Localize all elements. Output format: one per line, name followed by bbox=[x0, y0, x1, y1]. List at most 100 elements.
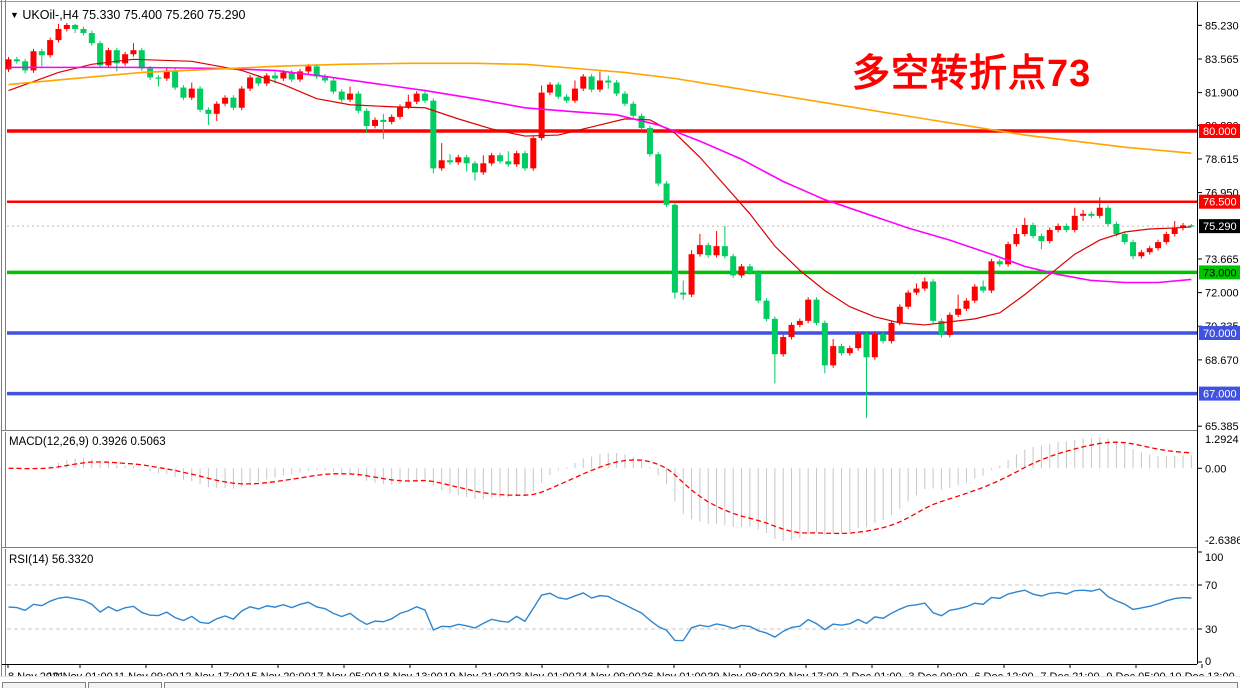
candle-body bbox=[47, 40, 54, 56]
candle-body bbox=[821, 322, 828, 366]
price-level-label-bg bbox=[1199, 124, 1240, 138]
candle-body bbox=[888, 322, 895, 342]
candle-body bbox=[513, 153, 520, 165]
price-tick-label: 83.565 bbox=[1205, 54, 1239, 66]
symbol-timeframe: UKOil-,H4 bbox=[22, 8, 79, 22]
candle-body bbox=[705, 245, 712, 256]
candle-body bbox=[530, 138, 537, 169]
current-price-label-bg bbox=[1199, 219, 1240, 234]
candle-body bbox=[1130, 242, 1137, 257]
candle-body bbox=[446, 160, 453, 163]
candle-body bbox=[846, 348, 853, 354]
candle-body bbox=[646, 127, 653, 155]
candle-body bbox=[738, 266, 745, 276]
price-tick-label: 81.900 bbox=[1205, 88, 1239, 100]
ma-mid-magenta bbox=[8, 66, 1192, 284]
candle-body bbox=[1063, 225, 1070, 230]
candle-body bbox=[571, 88, 578, 101]
candle-body bbox=[313, 66, 320, 77]
rsi-line bbox=[8, 588, 1192, 642]
price-tick-label: 68.670 bbox=[1205, 355, 1239, 367]
candle-body bbox=[471, 163, 478, 173]
candle-body bbox=[563, 96, 570, 101]
candle-body bbox=[372, 119, 379, 126]
candle-body bbox=[980, 286, 987, 291]
price-level-label-bg bbox=[1199, 386, 1240, 401]
price-level-label-bg bbox=[1199, 194, 1240, 209]
candle-body bbox=[921, 281, 928, 289]
candle-body bbox=[580, 76, 587, 89]
candle-body bbox=[663, 183, 670, 205]
candle-body bbox=[1046, 229, 1053, 242]
price-level-label: 70.000 bbox=[1203, 328, 1237, 340]
candle-body bbox=[871, 334, 878, 358]
candle-body bbox=[13, 59, 20, 62]
ma-fast-red bbox=[8, 58, 1192, 326]
candle-body bbox=[496, 155, 503, 162]
price-tick-label: 73.665 bbox=[1205, 254, 1239, 266]
candle-body bbox=[430, 100, 437, 169]
candle-body bbox=[272, 75, 279, 79]
candle-body bbox=[696, 245, 703, 255]
candle-body bbox=[938, 320, 945, 336]
candle-body bbox=[1146, 248, 1153, 253]
candle-body bbox=[297, 71, 304, 80]
candle-body bbox=[1055, 225, 1062, 230]
candle-body bbox=[996, 261, 1003, 265]
price-level-label: 73.000 bbox=[1203, 267, 1237, 279]
candle-body bbox=[222, 97, 229, 104]
candle-body bbox=[605, 80, 612, 83]
candle-body bbox=[122, 54, 129, 64]
candle-body bbox=[855, 334, 862, 349]
indicator-collapse-arrow-icon[interactable]: ▼ bbox=[10, 10, 19, 20]
candle-body bbox=[155, 77, 162, 79]
candle-body bbox=[830, 346, 837, 366]
candle-body bbox=[588, 76, 595, 90]
candle-body bbox=[630, 103, 637, 116]
candle-body bbox=[763, 300, 770, 319]
candle-body bbox=[172, 70, 179, 88]
candle-body bbox=[688, 254, 695, 295]
candle-body bbox=[322, 76, 329, 81]
price-level-label-bg bbox=[1199, 326, 1240, 340]
candle-body bbox=[1030, 224, 1037, 237]
candle-body bbox=[97, 43, 104, 66]
candle-body bbox=[80, 28, 87, 34]
candle-body bbox=[780, 337, 787, 355]
candle-body bbox=[1038, 236, 1045, 242]
candle-body bbox=[55, 28, 62, 41]
candle-body bbox=[1071, 215, 1078, 230]
candle-body bbox=[22, 61, 29, 71]
candle-body bbox=[521, 153, 528, 169]
macd-signal-line bbox=[8, 441, 1192, 535]
candle-body bbox=[971, 286, 978, 301]
candle-body bbox=[463, 157, 470, 164]
macd-axis-zero: 0.00 bbox=[1205, 463, 1226, 475]
chinese-annotation: 多空转折点73 bbox=[852, 53, 1092, 95]
candle-body bbox=[213, 103, 220, 114]
candle-body bbox=[555, 84, 562, 97]
candle-body bbox=[671, 204, 678, 293]
candle-body bbox=[788, 324, 795, 338]
candle-body bbox=[363, 110, 370, 126]
rsi-tick-label: 100 bbox=[1205, 552, 1223, 564]
candle-body bbox=[130, 50, 137, 55]
candle-body bbox=[238, 88, 245, 108]
candle-body bbox=[1155, 242, 1162, 249]
candle-body bbox=[505, 161, 512, 165]
candle-body bbox=[38, 51, 45, 56]
candle-body bbox=[422, 93, 428, 101]
price-level-label: 80.000 bbox=[1203, 126, 1237, 138]
candle-body bbox=[1013, 234, 1020, 245]
candle-body bbox=[488, 155, 495, 164]
candle-body bbox=[88, 33, 95, 44]
macd-indicator-label: MACD(12,26,9) 0.3926 0.5063 bbox=[9, 436, 166, 448]
status-bar bbox=[0, 676, 1240, 688]
candle-body bbox=[863, 334, 870, 358]
candle-body bbox=[1021, 224, 1028, 235]
price-level-label: 76.500 bbox=[1203, 197, 1237, 209]
candle-body bbox=[230, 97, 237, 108]
candle-body bbox=[838, 346, 845, 354]
